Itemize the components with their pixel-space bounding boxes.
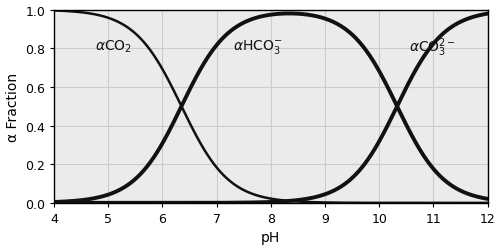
Text: $\alpha$CO$_3^{2-}$: $\alpha$CO$_3^{2-}$ [409,36,456,58]
X-axis label: pH: pH [261,230,281,244]
Text: $\alpha$HCO$_3^{-}$: $\alpha$HCO$_3^{-}$ [233,38,283,56]
Text: $\alpha$CO$_2$: $\alpha$CO$_2$ [95,39,132,55]
Y-axis label: α Fraction: α Fraction [6,72,20,141]
